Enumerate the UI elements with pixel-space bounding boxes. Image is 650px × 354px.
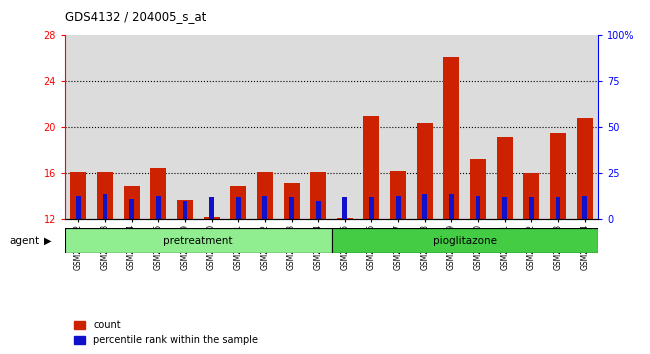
Bar	[310, 172, 326, 219]
Bar	[343, 198, 347, 219]
Bar	[363, 116, 380, 219]
Bar	[582, 195, 587, 219]
Bar	[263, 195, 267, 219]
Bar	[497, 137, 513, 219]
Bar	[337, 218, 353, 219]
Bar	[470, 159, 486, 219]
Bar	[230, 186, 246, 219]
Bar	[443, 57, 460, 219]
Bar	[236, 198, 240, 219]
Bar	[523, 173, 540, 219]
Bar	[209, 198, 214, 219]
Bar	[396, 195, 400, 219]
Text: ▶: ▶	[44, 236, 52, 246]
Bar	[289, 198, 294, 219]
Bar	[156, 195, 161, 219]
Bar	[150, 168, 166, 219]
Bar	[449, 194, 454, 219]
Bar	[417, 123, 433, 219]
Bar	[203, 217, 220, 219]
Bar	[283, 183, 300, 219]
Bar	[577, 118, 593, 219]
Text: GDS4132 / 204005_s_at: GDS4132 / 204005_s_at	[65, 10, 207, 23]
Bar	[183, 201, 187, 219]
Bar	[369, 198, 374, 219]
Bar	[390, 171, 406, 219]
Bar	[129, 199, 134, 219]
FancyBboxPatch shape	[65, 228, 332, 253]
Text: pioglitazone: pioglitazone	[433, 236, 497, 246]
Bar	[70, 172, 86, 219]
FancyBboxPatch shape	[332, 228, 598, 253]
Text: agent: agent	[10, 236, 40, 246]
Bar	[76, 195, 81, 219]
Bar	[124, 186, 140, 219]
Bar	[103, 194, 107, 219]
Bar	[550, 133, 566, 219]
Bar	[502, 198, 507, 219]
Bar	[257, 172, 273, 219]
Bar	[422, 194, 427, 219]
Bar	[316, 201, 320, 219]
Bar	[177, 200, 193, 219]
Bar	[476, 195, 480, 219]
Bar	[97, 172, 113, 219]
Bar	[529, 198, 534, 219]
Text: pretreatment: pretreatment	[164, 236, 233, 246]
Bar	[556, 198, 560, 219]
Legend: count, percentile rank within the sample: count, percentile rank within the sample	[70, 316, 262, 349]
